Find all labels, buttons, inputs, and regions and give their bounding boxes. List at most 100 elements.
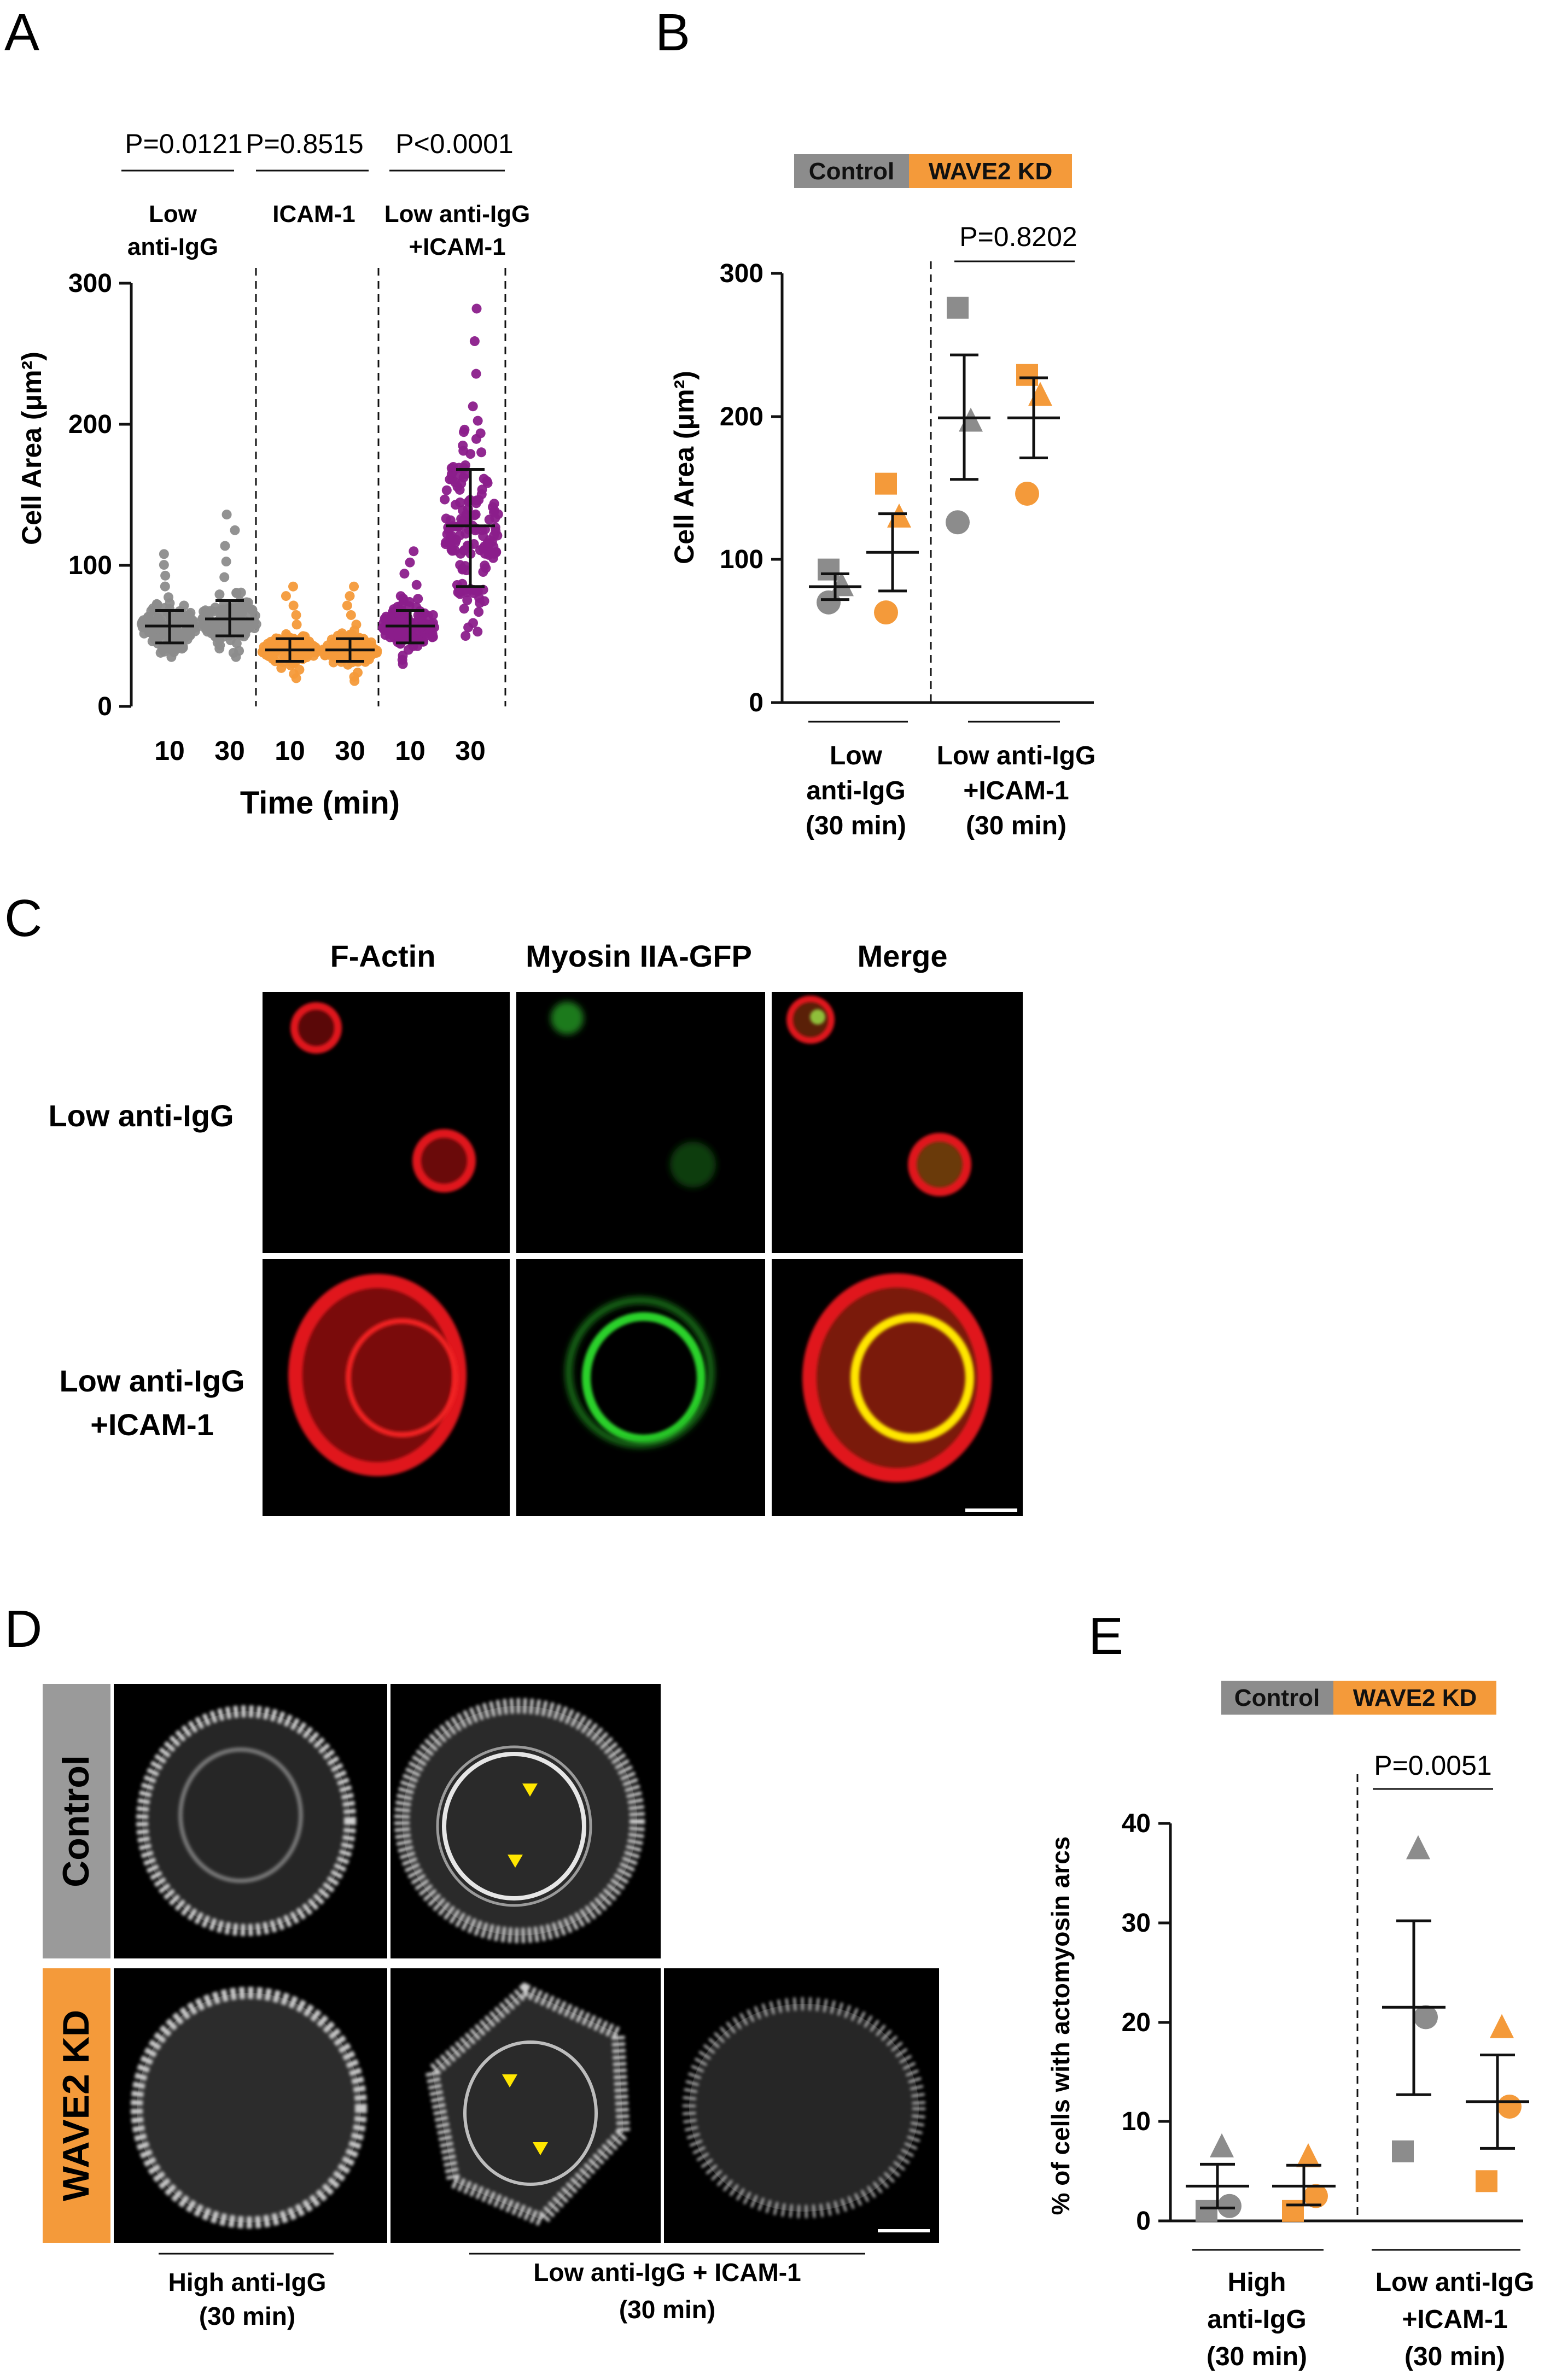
panel-a-point [428, 610, 438, 620]
panel-a-point [160, 581, 170, 592]
panel-a-point [364, 643, 375, 653]
panel-a-point [468, 401, 478, 412]
panel-a-ytick-300: 300 [68, 269, 112, 298]
panel-a-point [291, 610, 301, 620]
panel-a-point [197, 614, 207, 624]
panel-a-point [220, 541, 230, 551]
panel-a-point [288, 581, 299, 592]
panel-b-point-circle [946, 510, 970, 535]
panel-d-img-kd-icam-1 [391, 1968, 661, 2243]
panel-a-point [461, 565, 471, 576]
panel-b-group-2-line-1: Low anti-IgG [937, 741, 1096, 770]
panel-a-point [461, 631, 471, 641]
panel-a-point [399, 595, 409, 605]
panel-a-point [215, 624, 225, 635]
panel-a-point [459, 604, 469, 614]
panel-e-group-1-line-2: anti-IgG [1207, 2305, 1306, 2334]
panel-e-point-circle [1497, 2094, 1522, 2119]
panel-d-group-2-line-2: (30 min) [619, 2295, 715, 2324]
panel-c-image-grid [263, 992, 1023, 1516]
panel-a-point [489, 499, 499, 509]
panel-a-pvalues: P=0.0121 P=0.8515 P<0.0001 [125, 128, 513, 159]
panel-a-point [429, 622, 440, 633]
panel-a-point [440, 494, 450, 505]
panel-d-img-kd-icam-2 [664, 1968, 939, 2243]
panel-a-point [468, 618, 479, 628]
panel-a-point [473, 416, 483, 426]
panel-e-ylabel: % of cells with actomyosin arcs [1046, 1837, 1075, 2215]
panel-a-point [450, 477, 461, 488]
panel-e-point-square [1392, 2140, 1414, 2162]
panel-a-xtick-4: 30 [335, 735, 365, 766]
panel-b-point-triangle [959, 407, 983, 432]
panel-c-row-1: Low anti-IgG [48, 1098, 234, 1133]
panel-b-group-1-line-2: anti-IgG [806, 776, 905, 805]
panel-a-point [229, 603, 240, 613]
panel-a-xtick-3: 10 [275, 735, 305, 766]
panel-a-point [476, 447, 487, 458]
panel-c-img-r2-myosin [516, 1259, 765, 1516]
panel-c-letter: C [4, 889, 42, 948]
panel-d-group-labels: High anti-IgG (30 min) Low anti-IgG + IC… [168, 2258, 801, 2330]
panel-a-point [405, 557, 415, 568]
panel-a-point [177, 644, 187, 654]
panel-a-point [249, 623, 260, 634]
panel-a-point [281, 591, 291, 601]
panel-e-legend-kd: WAVE2 KD [1353, 1685, 1477, 1711]
panel-a-point [463, 519, 474, 529]
panel-b-group-1-line-3: (30 min) [806, 811, 906, 840]
panel-e-point-circle [1414, 2005, 1438, 2030]
panel-a-point [237, 607, 247, 618]
arrowhead-icon [502, 2074, 517, 2087]
panel-a-point [342, 600, 352, 611]
panel-a-point [346, 610, 356, 620]
panel-a-yaxis: 300 200 100 0 [68, 269, 133, 721]
panel-a-ytick-0: 0 [97, 692, 112, 721]
panel-e-group-labels: High anti-IgG (30 min) Low anti-IgG +ICA… [1207, 2268, 1534, 2371]
panel-a-point [185, 607, 196, 618]
panel-a-point [489, 505, 499, 516]
panel-c-col-myosin: Myosin IIA-GFP [526, 939, 752, 973]
panel-a-point [469, 510, 480, 521]
panel-a-point [381, 611, 392, 622]
arrowhead-icon [533, 2142, 548, 2155]
panel-a-point [221, 557, 231, 567]
panel-c-col-factin: F-Actin [330, 939, 436, 973]
panel-c-row-labels: Low anti-IgG Low anti-IgG +ICAM-1 [48, 1098, 244, 1442]
panel-a-point [165, 598, 175, 609]
panel-a-point [142, 612, 153, 623]
panel-a-point [445, 515, 456, 525]
panel-a-point [222, 510, 232, 520]
panel-a-point [230, 525, 240, 535]
panel-d-group-1-line-1: High anti-IgG [168, 2268, 327, 2296]
panel-a-point [292, 619, 302, 630]
panel-d-row-kd: WAVE2 KD [55, 2010, 97, 2201]
panel-a-point [469, 336, 480, 347]
panel-a-point [456, 513, 467, 524]
panel-e-point-triangle [1406, 1835, 1430, 1859]
panel-a-point [237, 600, 247, 610]
panel-a-point [395, 628, 405, 638]
panel-d-group-2-line-1: Low anti-IgG + ICAM-1 [533, 2258, 801, 2287]
panel-a-point [469, 588, 479, 598]
panel-a-error-bars [145, 468, 495, 663]
panel-b-ytick-100: 100 [720, 545, 763, 574]
panel-a-point [459, 546, 469, 556]
panel-a-xticks: 10 30 10 30 10 30 [154, 735, 486, 766]
panel-a-point [160, 570, 171, 581]
panel-c-column-headers: F-Actin Myosin IIA-GFP Merge [330, 939, 948, 973]
panel-a-point [476, 489, 487, 500]
panel-a-point [153, 633, 164, 644]
panel-a-point [206, 606, 216, 616]
panel-e-group-1-line-1: High [1228, 2268, 1286, 2297]
panel-a-point [471, 303, 482, 314]
panel-a-ylabel: Cell Area (μm²) [16, 352, 47, 545]
panel-a-point [411, 580, 422, 590]
panel-a-xtick-6: 30 [455, 735, 486, 766]
panel-a-point [234, 618, 244, 629]
panel-a-point [159, 560, 169, 570]
panel-a-point [474, 607, 484, 617]
panel-a-point [406, 636, 417, 646]
panel-e-point-square [1282, 2200, 1304, 2222]
panel-e-pval: P=0.0051 [1374, 1750, 1491, 1781]
